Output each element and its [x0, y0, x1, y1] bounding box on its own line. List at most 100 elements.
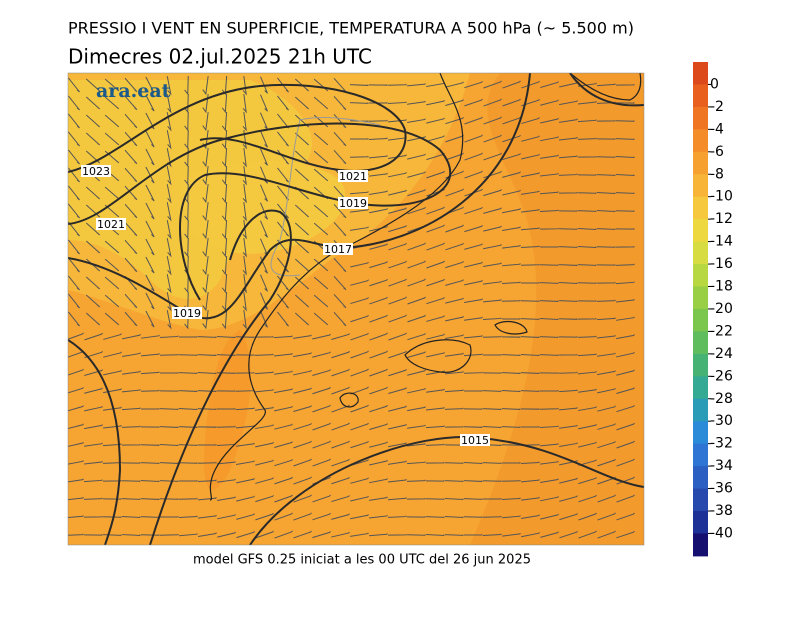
wind-barb — [521, 135, 540, 142]
wind-barb — [520, 372, 540, 374]
wind-barb — [331, 476, 350, 485]
colorbar-label: -8 — [710, 166, 724, 182]
wind-barb — [242, 112, 247, 132]
borders — [270, 117, 381, 277]
colorbar-swatch — [693, 286, 708, 310]
wind-barb — [84, 424, 103, 430]
wind-barb — [260, 220, 268, 238]
wind-barb — [615, 120, 635, 122]
wind-barb — [540, 136, 559, 142]
wind-barb — [293, 440, 312, 449]
wind-barb — [368, 533, 388, 537]
wind-barb — [68, 203, 81, 219]
isobar-label: 1019 — [173, 307, 201, 320]
wind-barb — [184, 237, 189, 258]
wind-barb — [407, 189, 426, 197]
wind-barb — [159, 533, 179, 536]
wind-barb — [333, 311, 347, 327]
wind-barb — [350, 314, 369, 323]
wind-barb — [406, 479, 426, 482]
wind-barb — [242, 202, 247, 222]
wind-barb — [369, 278, 388, 287]
wind-barb — [274, 476, 293, 485]
wind-barb — [520, 263, 540, 266]
wind-barb — [539, 390, 559, 392]
map-area: ara.eat 1023 1021 1021 1019 1017 1019 1015 — [68, 73, 644, 545]
wind-barb — [615, 84, 635, 86]
wind-barb — [369, 296, 388, 305]
wind-barb — [140, 371, 160, 375]
wind-barb — [539, 300, 559, 302]
wind-barb — [539, 282, 559, 284]
wind-barb — [540, 495, 559, 502]
wind-barb — [445, 206, 464, 215]
wind-barb — [140, 534, 160, 536]
wind-barb — [202, 112, 209, 132]
wind-barb — [68, 460, 84, 465]
logo: ara.eat — [96, 80, 171, 102]
wind-barb — [277, 185, 289, 201]
wind-barb — [407, 387, 426, 394]
wind-barb — [235, 407, 255, 411]
wind-barb — [242, 220, 247, 240]
wind-barb — [539, 318, 559, 320]
wind-barb — [202, 256, 209, 276]
wind-barb — [124, 311, 138, 327]
wind-barb — [255, 495, 274, 503]
wind-barb — [482, 317, 502, 321]
wind-barb — [68, 386, 84, 394]
wind-barb — [221, 147, 228, 168]
wind-barb — [277, 77, 289, 93]
wind-barb — [407, 314, 426, 323]
wind-barb — [596, 264, 616, 266]
wind-barb — [85, 78, 101, 92]
wind-barb — [260, 130, 268, 148]
wind-barb — [520, 318, 540, 320]
wind-barb — [482, 498, 502, 500]
wind-barb — [178, 372, 198, 374]
wind-barb — [558, 191, 578, 194]
wind-barb — [242, 76, 247, 96]
wind-barb — [83, 534, 103, 536]
wind-barb — [559, 118, 578, 123]
wind-barb — [445, 279, 464, 286]
wind-barb — [578, 494, 597, 503]
wind-barb — [445, 242, 464, 251]
wind-barb — [313, 168, 329, 182]
wind-barb — [483, 207, 502, 214]
wind-barb — [520, 426, 540, 428]
wind-barb — [539, 246, 559, 248]
wind-barb — [221, 309, 228, 330]
wind-barb — [197, 461, 217, 464]
colorbar: 0 -2 -4 -6 -8 -10 -12 -14 -16 -18 -20 -22 -24 -26 -28 -… — [693, 62, 733, 557]
wind-barb — [221, 291, 228, 312]
wind-barb — [369, 350, 388, 359]
wind-barb — [68, 533, 84, 536]
wind-barb — [217, 513, 236, 520]
wind-barb — [596, 228, 616, 230]
wind-barb — [202, 238, 209, 258]
wind-barb — [68, 77, 81, 93]
wind-barb — [124, 113, 138, 129]
wind-barb — [85, 294, 101, 308]
colorbar-label: -24 — [710, 346, 733, 362]
wind-barb — [577, 100, 597, 105]
wind-barb — [260, 184, 268, 202]
wind-barb — [202, 76, 209, 96]
wind-barb — [426, 242, 445, 251]
wind-barb — [333, 221, 347, 237]
subtitle: Dimecres 02.jul.2025 21h UTC — [68, 45, 372, 69]
wind-barb — [426, 135, 445, 142]
wind-barb — [559, 513, 578, 521]
wind-barb — [558, 228, 578, 230]
colorbar-swatch — [693, 533, 708, 557]
colorbar-swatch — [693, 62, 708, 85]
wind-barb — [558, 210, 578, 212]
wind-barb — [558, 173, 578, 176]
colorbar-swatch — [693, 511, 708, 534]
wind-barb — [159, 426, 179, 428]
wind-barb — [121, 425, 141, 428]
wind-barb — [597, 387, 616, 394]
colorbar-swatch — [693, 398, 708, 422]
wind-barb — [178, 444, 198, 446]
